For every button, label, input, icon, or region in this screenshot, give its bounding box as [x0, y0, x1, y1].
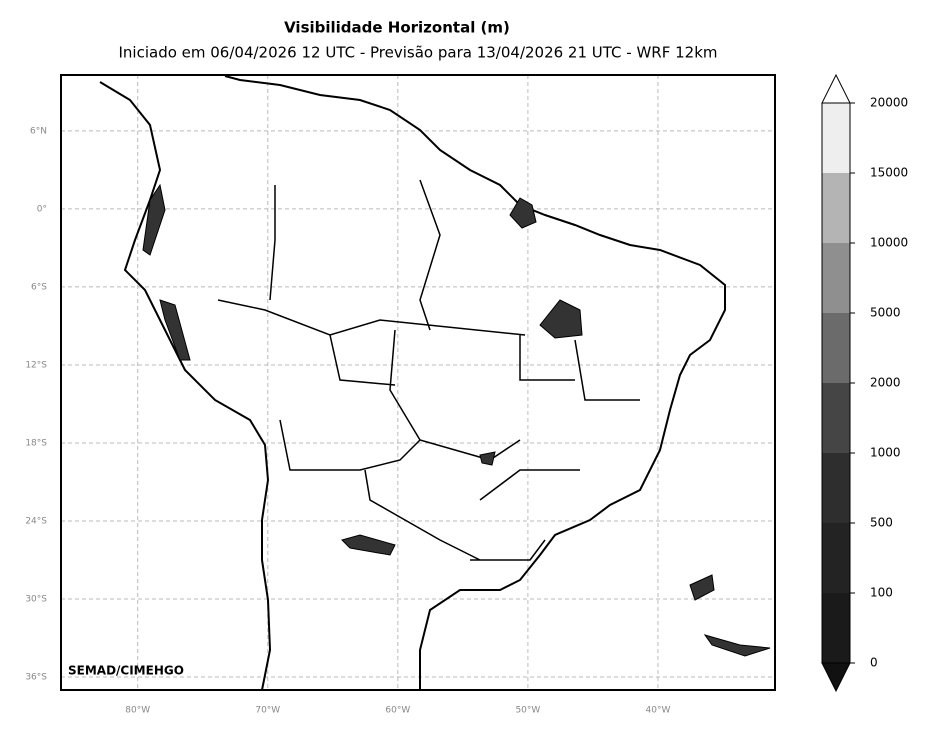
lat-label: 18°S [25, 438, 47, 448]
coastline [99, 75, 726, 691]
lat-label: 6°S [31, 282, 47, 292]
contour-blob [479, 451, 496, 466]
colorbar-tick-label: 1000 [870, 446, 901, 460]
lon-label: 60°W [385, 706, 410, 716]
colorbar: 0 100 500 1000 2000 5000 10000 15000 20000 [821, 73, 908, 693]
lat-label: 36°S [25, 672, 47, 682]
contour-blob [539, 299, 583, 339]
subtitle: Iniciado em 06/04/2026 12 UTC - Previsão… [118, 44, 717, 62]
contour-blob [689, 574, 715, 601]
contour-blob [142, 183, 166, 256]
credit: SEMAD/CIMEHGO [68, 664, 184, 678]
contour-blob [703, 634, 771, 657]
colorbar-segment [822, 103, 850, 173]
borders [217, 179, 640, 561]
lat-label: 30°S [25, 594, 47, 604]
colorbar-tick-label: 0 [870, 656, 878, 670]
map-frame [60, 74, 776, 691]
colorbar-tick-label: 20000 [870, 96, 908, 110]
contour-blob [341, 534, 396, 556]
colorbar-segment [822, 313, 850, 383]
colorbar-over [821, 73, 851, 104]
lon-label: 80°W [125, 706, 150, 716]
colorbar-tick-label: 500 [870, 516, 893, 530]
title: Visibilidade Horizontal (m) [284, 19, 510, 37]
lon-label: 50°W [515, 706, 540, 716]
lat-label: 24°S [25, 516, 47, 526]
colorbar-segment [822, 523, 850, 593]
contour-blob [509, 197, 537, 229]
colorbar-segment [822, 243, 850, 313]
lat-label: 12°S [25, 360, 47, 370]
colorbar-segment [822, 453, 850, 523]
lon-label: 40°W [646, 706, 671, 716]
grid: 6°N 0° 6°S 12°S 18°S 24°S 30°S 36°S 80°W 70°W 60°W… [25, 75, 775, 716]
colorbar-tick-label: 100 [870, 586, 893, 600]
colorbar-segment [822, 593, 850, 663]
colorbar-under [821, 662, 851, 693]
colorbar-segment [822, 383, 850, 453]
colorbar-tick-label: 15000 [870, 166, 908, 180]
contour-blob [159, 299, 191, 361]
land-outlines [99, 75, 726, 691]
lat-label: 6°N [30, 126, 47, 136]
visibility-contours [142, 183, 771, 657]
colorbar-tick-label: 2000 [870, 376, 901, 390]
lon-label: 70°W [255, 706, 280, 716]
lat-label: 0° [37, 204, 47, 214]
colorbar-tick-label: 5000 [870, 306, 901, 320]
colorbar-tick-label: 10000 [870, 236, 908, 250]
colorbar-segment [822, 173, 850, 243]
